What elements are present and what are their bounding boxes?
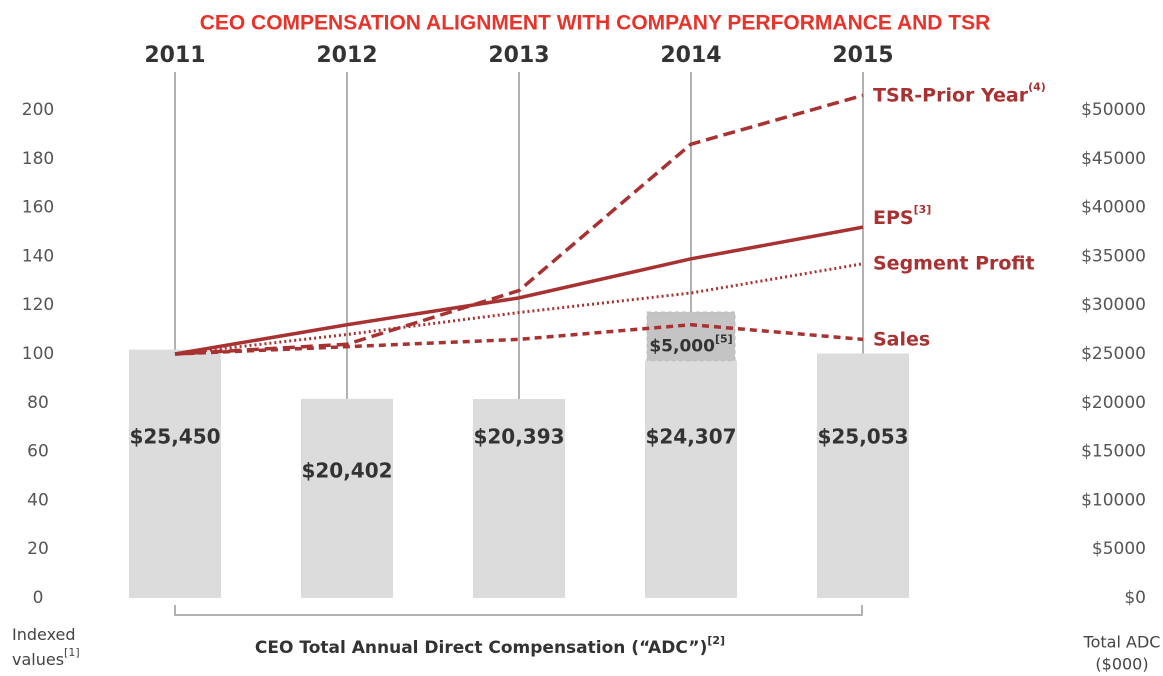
chart-title: CEO COMPENSATION ALIGNMENT WITH COMPANY … [200,12,991,35]
bar-value-label: $24,307 [645,425,736,449]
y2-tick-label: $20000 [1081,393,1146,413]
bar [817,353,909,598]
series-line [174,225,864,356]
series-label: TSR-Prior Year(4) [873,80,1046,106]
series-line [174,322,864,356]
y-tick-label: 200 [22,100,54,120]
y2-tick-label: $10000 [1081,490,1146,510]
bar-addition [646,311,736,362]
y-axis-label: Indexed [12,625,76,644]
y-tick-label: 80 [27,393,49,413]
bar [473,398,565,598]
x-label-note: [2] [707,634,725,647]
y-tick-label: 160 [22,198,54,218]
series-note: (4) [1028,80,1046,93]
series-label: Segment Profit [873,252,1035,274]
y2-tick-label: $15000 [1081,442,1146,462]
y2-tick-label: $25000 [1081,344,1146,364]
y2-axis-label: Total ADC [1083,633,1161,652]
x-label-text: CEO Total Annual Direct Compensation (“A… [255,638,707,658]
bar-value-label: $20,393 [473,425,564,449]
series-note: [3] [914,203,932,216]
y2-tick-label: $45000 [1081,149,1146,169]
bar-value-label: $25,053 [817,425,908,449]
y2-tick-label: $30000 [1081,295,1146,315]
y-tick-label: 180 [22,149,54,169]
x-axis-label: CEO Total Annual Direct Compensation (“A… [255,634,725,658]
series-name: EPS [873,207,914,229]
series-name: Segment Profit [873,252,1035,274]
bar-addition-label: $5,000[5] [649,332,732,356]
addition-note: [5] [715,332,733,345]
series-name: TSR-Prior Year [873,84,1029,106]
x-bracket [174,605,863,616]
y-tick-label: 20 [27,539,49,559]
y2-axis-label: ($000) [1095,655,1148,674]
y-label-text: Indexed [12,625,76,644]
year-label: 2012 [316,43,377,68]
y2-tick-label: $35000 [1081,246,1146,266]
series-label: EPS[3] [873,203,931,229]
y-tick-label: 100 [22,344,54,364]
y-axis-label: values[1] [12,646,80,669]
y-tick-label: 120 [22,295,54,315]
series-line [174,262,864,356]
y-tick-label: 40 [27,490,49,510]
y-tick-label: 0 [33,588,44,608]
year-label: 2014 [660,43,721,68]
bar-value-label: $20,402 [301,459,392,483]
series-name: Sales [873,328,930,350]
y-tick-label: 140 [22,246,54,266]
y2-tick-label: $50000 [1081,100,1146,120]
bar [645,360,737,598]
y-label-note: [1] [64,646,80,659]
year-label: 2011 [144,43,205,68]
year-label: 2013 [488,43,549,68]
year-label: 2015 [832,43,893,68]
y2-tick-label: $5000 [1092,539,1146,559]
y2-tick-label: $0 [1124,588,1146,608]
addition-label: $5,000 [649,336,715,356]
bar [129,349,221,598]
bar-value-label: $25,450 [129,425,220,449]
bar [301,398,393,598]
y2-tick-label: $40000 [1081,198,1146,218]
y-tick-label: 60 [27,442,49,462]
y-label-text: values [12,650,64,669]
series-label: Sales [873,328,930,350]
